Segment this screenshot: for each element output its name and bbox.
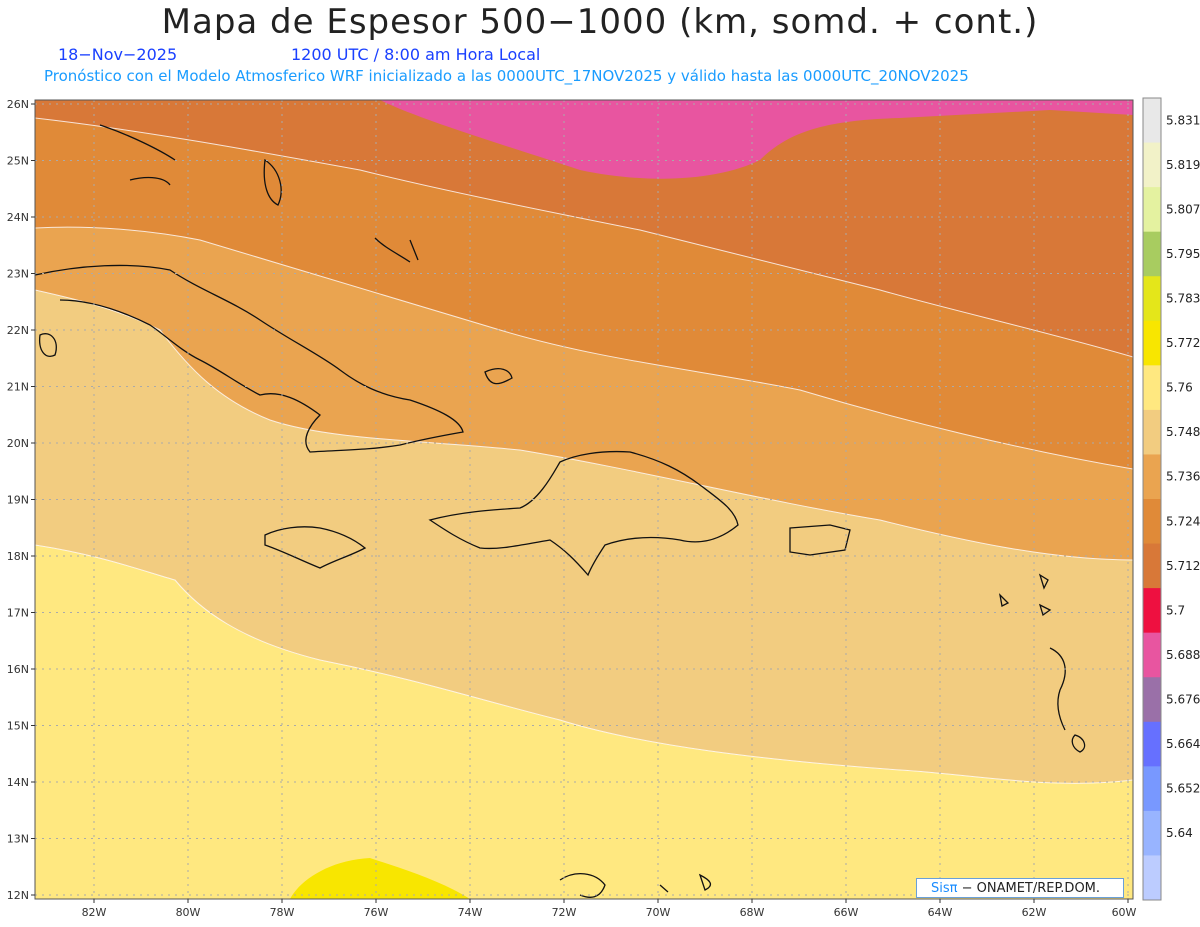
colorbar-swatch <box>1143 320 1161 366</box>
lon-label: 64W <box>928 906 953 919</box>
colorbar-swatch <box>1143 276 1161 322</box>
colorbar-swatch <box>1143 454 1161 500</box>
colorbar-swatch <box>1143 543 1161 589</box>
lat-label: 16N <box>7 663 29 676</box>
sispi-logo: Sisπ <box>931 881 958 896</box>
colorbar-label: 5.76 <box>1166 381 1193 395</box>
colorbar-label: 5.652 <box>1166 782 1200 796</box>
lat-label: 23N <box>7 268 29 281</box>
colorbar-swatch <box>1143 588 1161 634</box>
lat-label: 26N <box>7 98 29 111</box>
colorbar-swatch <box>1143 231 1161 277</box>
colorbar-swatch <box>1143 810 1161 856</box>
lon-label: 62W <box>1022 906 1047 919</box>
colorbar-label: 5.676 <box>1166 693 1200 707</box>
lat-label: 12N <box>7 889 29 902</box>
lat-label: 21N <box>7 381 29 394</box>
contour-fill <box>35 100 1133 899</box>
lon-label: 82W <box>82 906 107 919</box>
colorbar-swatch <box>1143 142 1161 188</box>
longitude-labels: 82W 80W 78W 76W 74W 72W 70W 68W 66W 64W 62W 60W <box>82 899 1137 919</box>
colorbar-label: 5.807 <box>1166 202 1200 216</box>
lat-label: 25N <box>7 155 29 168</box>
colorbar-swatch <box>1143 855 1161 901</box>
credit-text: − ONAMET/REP.DOM. <box>961 881 1101 896</box>
lat-label: 17N <box>7 607 29 620</box>
colorbar-label: 5.736 <box>1166 470 1200 484</box>
colorbar-swatch <box>1143 632 1161 678</box>
colorbar-swatch <box>1143 365 1161 411</box>
colorbar-label: 5.783 <box>1166 292 1200 306</box>
colorbar: 5.831 5.819 5.807 5.795 5.783 5.772 5.76 5.748 5… <box>1142 97 1200 901</box>
model-subtitle: Pronóstico con el Modelo Atmosferico WRF… <box>44 67 969 85</box>
lat-label: 15N <box>7 720 29 733</box>
lon-label: 74W <box>458 906 483 919</box>
lon-label: 78W <box>270 906 295 919</box>
latitude-labels: 26N 25N 24N 23N 22N 21N 20N 19N 18N 17N 16N 15N 14N 1… <box>7 98 35 902</box>
colorbar-swatch <box>1143 187 1161 233</box>
lon-label: 66W <box>834 906 859 919</box>
coastlines <box>35 124 1086 898</box>
colorbar-label: 5.819 <box>1166 158 1200 172</box>
lat-label: 13N <box>7 833 29 846</box>
lat-label: 24N <box>7 211 29 224</box>
colorbar-label: 5.772 <box>1166 336 1200 350</box>
lon-label: 60W <box>1112 906 1137 919</box>
forecast-date: 18−Nov−2025 <box>58 45 178 64</box>
lon-label: 76W <box>364 906 389 919</box>
lat-label: 19N <box>7 494 29 507</box>
contour-lines <box>35 117 1133 784</box>
colorbar-frame <box>1142 97 1162 901</box>
colorbar-swatch <box>1143 499 1161 545</box>
lat-label: 22N <box>7 324 29 337</box>
colorbar-label: 5.64 <box>1166 826 1193 840</box>
colorbar-label: 5.748 <box>1166 425 1200 439</box>
map-title: Mapa de Espesor 500−1000 (km, somd. + co… <box>161 2 1039 42</box>
graticule <box>35 100 1133 899</box>
colorbar-label: 5.712 <box>1166 559 1200 573</box>
lon-label: 70W <box>646 906 671 919</box>
colorbar-label: 5.664 <box>1166 737 1200 751</box>
lon-label: 80W <box>176 906 201 919</box>
lat-label: 18N <box>7 550 29 563</box>
lat-label: 20N <box>7 437 29 450</box>
colorbar-label: 5.688 <box>1166 648 1200 662</box>
lon-label: 68W <box>740 906 765 919</box>
lon-label: 72W <box>552 906 577 919</box>
forecast-time: 1200 UTC / 8:00 am Hora Local <box>291 45 541 64</box>
colorbar-label: 5.795 <box>1166 247 1200 261</box>
colorbar-swatch <box>1143 721 1161 767</box>
colorbar-label: 5.724 <box>1166 514 1200 528</box>
colorbar-swatch <box>1143 409 1161 455</box>
colorbar-label: 5.831 <box>1166 113 1200 127</box>
lat-label: 14N <box>7 776 29 789</box>
colorbar-swatch <box>1143 766 1161 812</box>
colorbar-label: 5.7 <box>1166 603 1185 617</box>
colorbar-swatch <box>1143 98 1161 144</box>
colorbar-swatch <box>1143 677 1161 723</box>
credit-box: Sisπ − ONAMET/REP.DOM. <box>916 878 1124 898</box>
